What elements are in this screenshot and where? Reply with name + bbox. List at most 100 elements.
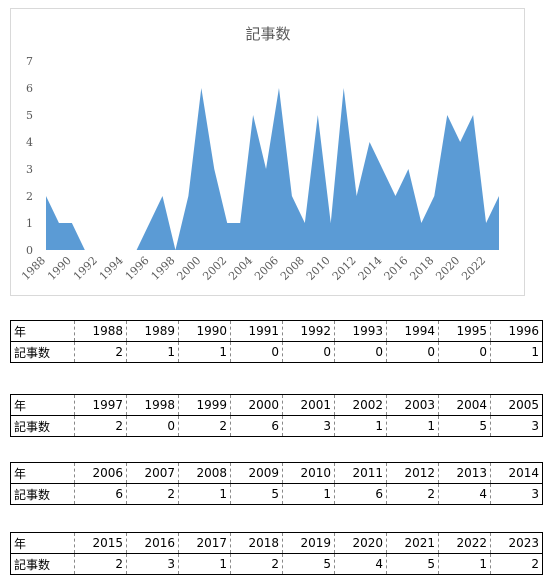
table-cell: 1998 <box>126 394 179 416</box>
row-label: 記事数 <box>10 415 75 437</box>
table-cell: 2003 <box>386 394 439 416</box>
table-cell: 1 <box>178 341 231 363</box>
table-cell: 5 <box>438 415 491 437</box>
table-cell: 5 <box>230 483 283 505</box>
table-cell: 1 <box>334 415 387 437</box>
x-tick-label: 2006 <box>252 254 281 283</box>
table-cell: 1996 <box>490 320 543 342</box>
table-cell: 2008 <box>178 462 231 484</box>
table-cell: 1993 <box>334 320 387 342</box>
row-label: 記事数 <box>10 341 75 363</box>
x-tick-label: 1990 <box>45 254 74 283</box>
table-cell: 1 <box>178 553 231 575</box>
table-cell: 5 <box>386 553 439 575</box>
year-row: 年 1988 1989 1990 1991 1992 1993 1994 1995 1996 <box>10 320 543 342</box>
count-row: 記事数 2 3 1 2 5 4 5 1 2 <box>10 553 543 575</box>
y-tick-label: 5 <box>26 109 33 122</box>
table-cell: 5 <box>282 553 335 575</box>
x-tick-label: 2012 <box>330 254 359 283</box>
x-axis: 1988199019921994199619982000200220042006… <box>19 254 488 283</box>
table-cell: 2012 <box>386 462 439 484</box>
table-cell: 2011 <box>334 462 387 484</box>
table-cell: 4 <box>334 553 387 575</box>
table-cell: 3 <box>490 415 543 437</box>
y-axis: 0 1 2 3 4 5 6 7 <box>26 55 33 257</box>
x-tick-label: 2010 <box>304 254 333 283</box>
year-count-table: 年 2006 2007 2008 2009 2010 2011 2012 2013 2014 記事数… <box>10 462 543 505</box>
table-cell: 2001 <box>282 394 335 416</box>
x-tick-label: 2018 <box>407 254 436 283</box>
y-tick-label: 7 <box>26 55 33 68</box>
table-cell: 1 <box>282 483 335 505</box>
x-tick-label: 2002 <box>200 254 229 283</box>
table-cell: 2015 <box>74 532 127 554</box>
table-cell: 0 <box>386 341 439 363</box>
y-tick-label: 1 <box>26 217 33 230</box>
table-cell: 2010 <box>282 462 335 484</box>
table-cell: 0 <box>126 415 179 437</box>
table-cell: 1995 <box>438 320 491 342</box>
y-tick-label: 6 <box>26 82 33 95</box>
table-cell: 3 <box>282 415 335 437</box>
table-cell: 2022 <box>438 532 491 554</box>
table-cell: 1994 <box>386 320 439 342</box>
x-tick-label: 2008 <box>278 254 307 283</box>
table-cell: 2020 <box>334 532 387 554</box>
table-cell: 2017 <box>178 532 231 554</box>
y-tick-label: 3 <box>26 163 33 176</box>
table-cell: 0 <box>230 341 283 363</box>
table-cell: 2 <box>386 483 439 505</box>
table-cell: 2 <box>126 483 179 505</box>
table-cell: 2007 <box>126 462 179 484</box>
table-cell: 2021 <box>386 532 439 554</box>
table-cell: 1997 <box>74 394 127 416</box>
table-cell: 1 <box>178 483 231 505</box>
table-cell: 2 <box>74 553 127 575</box>
table-cell: 2000 <box>230 394 283 416</box>
year-row: 年 1997 1998 1999 2000 2001 2002 2003 2004 2005 <box>10 394 543 416</box>
table-cell: 0 <box>334 341 387 363</box>
table-cell: 2 <box>490 553 543 575</box>
table-cell: 1 <box>438 553 491 575</box>
table-cell: 1 <box>490 341 543 363</box>
table-cell: 4 <box>438 483 491 505</box>
x-tick-label: 2014 <box>356 254 385 283</box>
count-row: 記事数 2 0 2 6 3 1 1 5 3 <box>10 415 543 437</box>
area-fill <box>46 88 499 250</box>
table-cell: 2004 <box>438 394 491 416</box>
table-cell: 2005 <box>490 394 543 416</box>
table-cell: 2023 <box>490 532 543 554</box>
table-cell: 2 <box>230 553 283 575</box>
row-label: 年 <box>10 462 75 484</box>
table-cell: 2002 <box>334 394 387 416</box>
x-tick-label: 2022 <box>459 254 488 283</box>
table-cell: 1988 <box>74 320 127 342</box>
x-tick-label: 2000 <box>174 254 203 283</box>
year-row: 年 2006 2007 2008 2009 2010 2011 2012 2013 2014 <box>10 462 543 484</box>
table-cell: 2009 <box>230 462 283 484</box>
row-label: 年 <box>10 532 75 554</box>
table-cell: 1992 <box>282 320 335 342</box>
table-cell: 1 <box>126 341 179 363</box>
y-tick-label: 2 <box>26 190 33 203</box>
x-tick-label: 1996 <box>123 254 152 283</box>
table-cell: 1 <box>386 415 439 437</box>
table-cell: 6 <box>334 483 387 505</box>
row-label: 年 <box>10 394 75 416</box>
table-cell: 2006 <box>74 462 127 484</box>
row-label: 年 <box>10 320 75 342</box>
chart-title: 記事数 <box>245 25 290 43</box>
y-tick-label: 0 <box>26 244 33 257</box>
table-cell: 2019 <box>282 532 335 554</box>
table-cell: 1999 <box>178 394 231 416</box>
table-cell: 1991 <box>230 320 283 342</box>
x-tick-label: 1988 <box>19 254 48 283</box>
table-cell: 2014 <box>490 462 543 484</box>
x-tick-label: 1992 <box>71 254 100 283</box>
year-row: 年 2015 2016 2017 2018 2019 2020 2021 2022 2023 <box>10 532 543 554</box>
table-cell: 0 <box>438 341 491 363</box>
x-tick-label: 1998 <box>149 254 178 283</box>
table-cell: 6 <box>74 483 127 505</box>
